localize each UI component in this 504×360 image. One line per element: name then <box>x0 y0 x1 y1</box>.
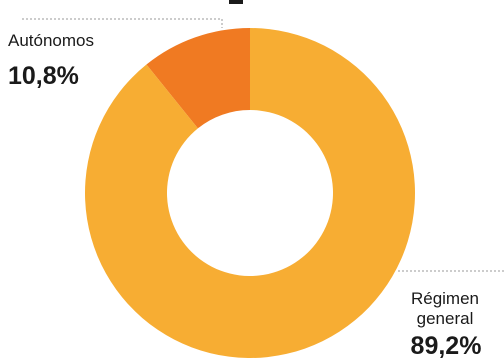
label-regimen-name-line2: general <box>417 309 474 328</box>
leader-line-autonomos <box>22 18 223 28</box>
label-autonomos-name: Autónomos <box>8 31 94 50</box>
donut-slice-aut-nomos <box>146 28 250 129</box>
label-regimen-value: 89,2% <box>411 332 482 360</box>
title-fragment <box>229 0 243 4</box>
label-autonomos-value: 10,8% <box>8 62 79 90</box>
donut-slice-r-gimen-general <box>85 28 416 358</box>
donut-slices <box>85 28 416 358</box>
label-regimen-name-line1: Régimen <box>411 289 479 308</box>
